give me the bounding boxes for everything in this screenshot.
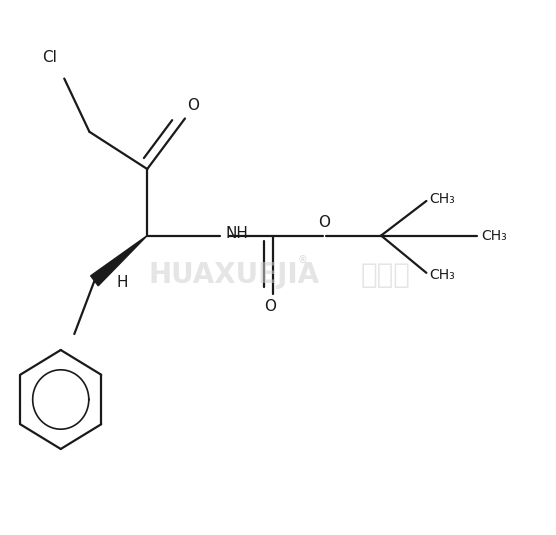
Text: ®: ® [298, 256, 308, 265]
Text: CH₃: CH₃ [481, 228, 508, 242]
Text: O: O [187, 98, 200, 113]
Text: Cl: Cl [42, 50, 57, 65]
Text: CH₃: CH₃ [429, 268, 455, 282]
Text: 化学加: 化学加 [361, 262, 411, 289]
Text: O: O [318, 215, 330, 230]
Text: CH₃: CH₃ [429, 192, 455, 206]
Text: O: O [265, 300, 276, 315]
Polygon shape [91, 235, 147, 286]
Text: HUAXUEJIA: HUAXUEJIA [148, 262, 319, 289]
Text: H: H [116, 276, 128, 291]
Text: NH: NH [225, 226, 248, 241]
